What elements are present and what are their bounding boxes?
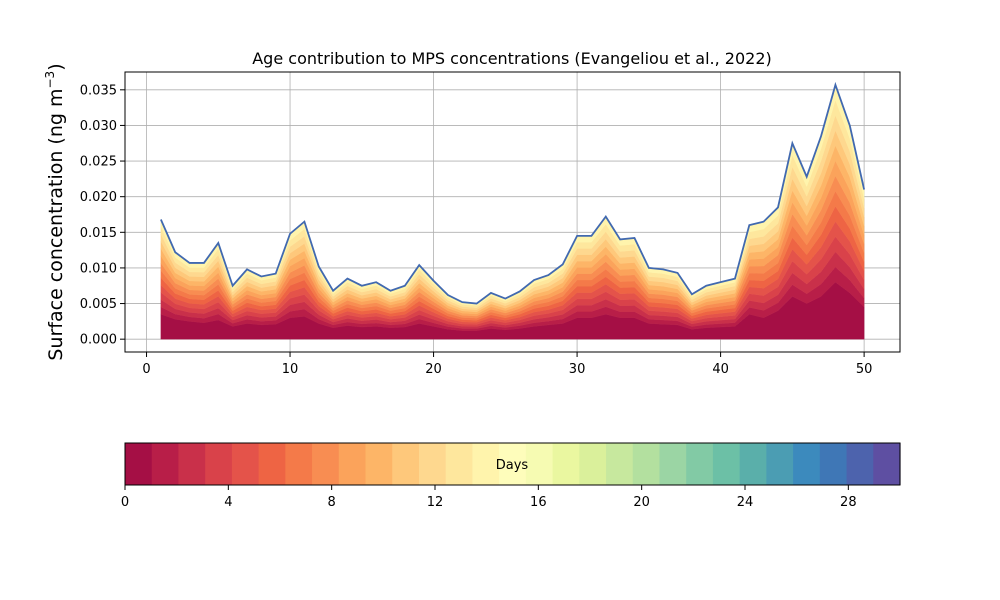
colorbar-swatch — [606, 443, 634, 485]
y-tick-label: 0.000 — [80, 333, 117, 348]
area-bands — [160, 84, 865, 340]
colorbar-tick-label: 12 — [427, 495, 444, 510]
colorbar-swatch — [205, 443, 233, 485]
y-axis-label-close: ) — [45, 63, 67, 70]
total-concentration-line — [160, 81, 865, 305]
y-axis-label-text: Surface concentration (ng m — [45, 89, 67, 361]
y-tick-label: 0.035 — [80, 83, 117, 98]
plot-frame — [124, 71, 901, 353]
colorbar-swatch — [873, 443, 901, 485]
colorbar-swatch — [445, 443, 474, 485]
colorbar-swatch — [231, 443, 260, 485]
colorbar-swatch — [392, 443, 420, 485]
colorbar-swatch — [793, 443, 821, 485]
colorbar-tick-label: 0 — [121, 495, 129, 510]
colorbar-swatch — [418, 443, 447, 485]
x-tick-label: 0 — [142, 362, 150, 377]
colorbar-swatch — [846, 443, 874, 485]
colorbar-swatch — [285, 443, 313, 485]
y-tick-label: 0.025 — [80, 155, 117, 170]
colorbar-swatch — [712, 443, 741, 485]
colorbar-frame — [124, 442, 901, 486]
colorbar-swatch — [472, 443, 500, 485]
colorbar-tick-label: 4 — [224, 495, 232, 510]
colorbar-swatch — [178, 443, 206, 485]
colorbar-ticks: 0 4 8 12 16 20 24 28 — [121, 485, 857, 510]
colorbar-swatch — [258, 443, 286, 485]
x-tick-label: 10 — [282, 362, 299, 377]
colorbar-swatch — [659, 443, 687, 485]
colorbar-swatch — [151, 443, 180, 485]
colorbar — [125, 443, 901, 485]
y-tick-label: 0.015 — [80, 226, 117, 241]
colorbar-tick-label: 28 — [840, 495, 857, 510]
y-tick-label: 0.030 — [80, 119, 117, 134]
colorbar-swatch — [739, 443, 767, 485]
colorbar-swatch — [552, 443, 580, 485]
colorbar-swatch — [766, 443, 794, 485]
x-tick-label: 30 — [569, 362, 586, 377]
y-axis: 0.000 0.005 0.010 0.015 0.020 0.025 0.030 0.035 — [80, 83, 125, 348]
x-tick-label: 20 — [425, 362, 442, 377]
colorbar-swatch — [365, 443, 393, 485]
x-tick-label: 50 — [856, 362, 873, 377]
colorbar-swatch — [579, 443, 607, 485]
colorbar-swatch — [525, 443, 554, 485]
colorbar-tick-label: 8 — [328, 495, 336, 510]
total-outline — [160, 81, 865, 305]
colorbar-label: Days — [496, 458, 529, 473]
colorbar-tick-label: 20 — [633, 495, 650, 510]
colorbar-swatch — [312, 443, 340, 485]
y-tick-label: 0.020 — [80, 190, 117, 205]
colorbar-tick-label: 24 — [737, 495, 754, 510]
y-axis-label: Surface concentration (ng m−3) — [43, 63, 67, 360]
y-tick-label: 0.010 — [80, 261, 117, 276]
colorbar-swatch — [632, 443, 661, 485]
x-axis: 0 10 20 30 40 50 — [142, 352, 872, 377]
x-tick-label: 40 — [712, 362, 729, 377]
y-axis-label-superscript: −3 — [43, 71, 57, 89]
chart-title: Age contribution to MPS concentrations (… — [252, 49, 772, 68]
y-tick-label: 0.005 — [80, 297, 117, 312]
colorbar-swatch — [338, 443, 367, 485]
colorbar-tick-label: 16 — [530, 495, 547, 510]
colorbar-swatch — [686, 443, 714, 485]
colorbar-swatch — [499, 443, 527, 485]
colorbar-swatch — [819, 443, 848, 485]
colorbar-swatch — [125, 443, 153, 485]
